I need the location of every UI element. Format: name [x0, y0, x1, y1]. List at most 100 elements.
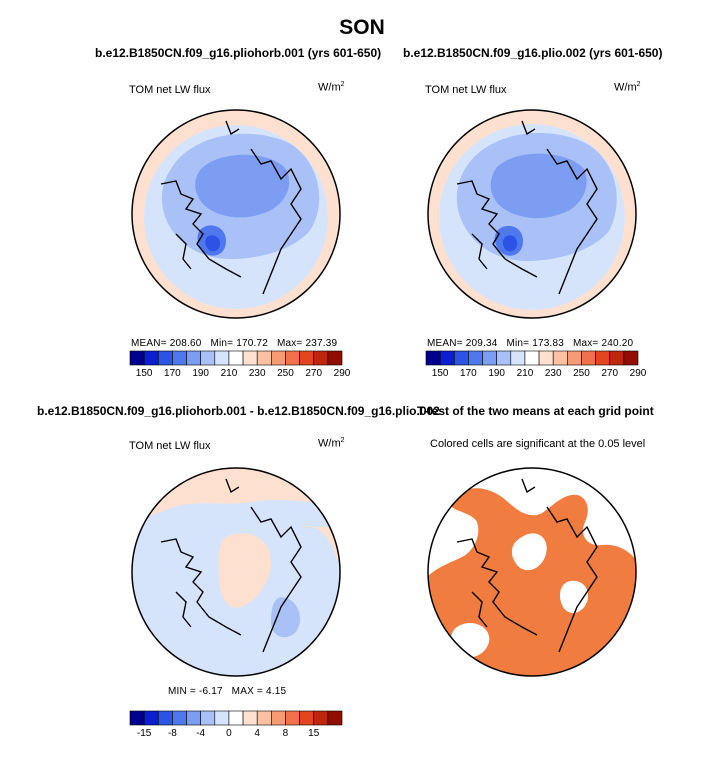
colorbar-cell — [623, 350, 639, 366]
colorbar-tick-label: 270 — [601, 368, 619, 379]
panel1-units-exponent: 2 — [340, 81, 345, 88]
panel1-colorbar-ticks: 150 170 190 210 230 250 270 290 — [0, 368, 723, 380]
colorbar-tick-label: 170 — [460, 368, 477, 379]
colorbar-tick-label: 250 — [573, 368, 590, 379]
panel1-mean-label: MEAN= — [131, 338, 167, 349]
colorbar-tick-label: 170 — [164, 368, 181, 379]
panel2-mean-label: MEAN= — [427, 338, 463, 349]
colorbar-tick-label: 210 — [220, 368, 238, 379]
colorbar-tick-label: 190 — [488, 368, 505, 379]
panel2-stats: MEAN= 209.34 Min= 173.83 Max= 240.20 — [427, 338, 633, 349]
panel3-units-label: W/m2 — [318, 437, 345, 450]
panel3-title: b.e12.B1850CN.f09_g16.pliohorb.001 - b.e… — [37, 404, 440, 418]
panel1-units-base: W/m — [318, 81, 341, 94]
colorbar-cell — [172, 710, 187, 726]
colorbar-cell — [214, 350, 230, 366]
colorbar-tick-label: 230 — [248, 368, 266, 379]
panel1-max-value: 237.39 — [305, 338, 338, 349]
colorbar-cell — [313, 710, 329, 726]
map-outline — [427, 467, 637, 677]
colorbar-tick-label: 210 — [516, 368, 534, 379]
panel3-units-base: W/m — [318, 437, 341, 450]
colorbar-tick-label: 290 — [629, 368, 647, 379]
colorbar-cell — [285, 710, 300, 726]
colorbar-cell — [256, 350, 272, 366]
panel1-min-value: 170.72 — [236, 338, 268, 349]
colorbar-cell — [299, 350, 315, 366]
colorbar-cell — [129, 350, 145, 366]
panel1-max-label: Max= — [276, 338, 303, 349]
colorbar-cell — [482, 350, 497, 366]
colorbar-cell — [228, 350, 244, 366]
panel2-colorbar — [425, 350, 639, 366]
colorbar-cell — [468, 350, 483, 366]
map-coastline — [456, 120, 598, 295]
map-band-lowest — [205, 235, 221, 252]
colorbar-cell — [581, 350, 596, 366]
panel3-min-label: MIN = — [168, 686, 196, 697]
colorbar-tick-label: 230 — [544, 368, 562, 379]
colorbar-cell — [285, 350, 300, 366]
map-band-170 — [195, 154, 290, 218]
panel2-units-exponent: 2 — [636, 81, 641, 88]
colorbar-tick-label: 270 — [305, 368, 323, 379]
colorbar-tick-label: 0 — [226, 728, 232, 739]
colorbar-cell — [496, 350, 512, 366]
colorbar-tick-label: 250 — [277, 368, 294, 379]
non-signif-hole-3 — [559, 580, 589, 613]
colorbar-cell — [186, 350, 201, 366]
colorbar-cell — [271, 350, 286, 366]
panel4-title: T-test of the two means at each grid poi… — [417, 404, 654, 418]
colorbar-cell — [327, 710, 343, 726]
map-coastline — [456, 478, 598, 653]
colorbar-cell — [609, 350, 625, 366]
panel3-min-value: -6.17 — [198, 686, 223, 697]
panel2-max-label: Max= — [572, 338, 599, 349]
colorbar-tick-label: -15 — [136, 728, 152, 739]
panel2-map — [427, 109, 637, 319]
panel3-stats: MIN = -6.17 MAX = 4.15 — [168, 686, 286, 697]
colorbar-tick-label: -4 — [196, 728, 206, 739]
colorbar-cell — [200, 350, 216, 366]
panel1-map — [131, 109, 341, 319]
colorbar-tick-label: 290 — [333, 368, 351, 379]
panel2-max-value: 240.20 — [601, 338, 634, 349]
map-coastline — [160, 478, 302, 653]
map-positive-right — [301, 526, 340, 567]
panel2-min-label: Min= — [506, 338, 530, 349]
map-outline — [131, 467, 341, 677]
colorbar-cell — [129, 710, 145, 726]
panel1-stats: MEAN= 208.60 Min= 170.72 Max= 237.39 — [131, 338, 337, 349]
colorbar-cell — [552, 350, 568, 366]
panel4-map — [427, 467, 637, 677]
panel4-subtitle: Colored cells are significant at the 0.0… — [430, 438, 646, 450]
colorbar-cell — [214, 710, 230, 726]
colorbar-tick-label: 190 — [192, 368, 209, 379]
colorbar-cell — [143, 710, 159, 726]
panel2-units-base: W/m — [614, 81, 637, 94]
page-title: SON — [339, 16, 385, 39]
panel2-units-label: W/m2 — [614, 81, 641, 94]
panel2-mean-value: 209.34 — [465, 338, 498, 349]
colorbar-cell — [228, 710, 244, 726]
colorbar-cell — [313, 350, 329, 366]
colorbar-cell — [256, 710, 272, 726]
panel2-variable-label: TOM net LW flux — [425, 84, 507, 96]
map-band-170 — [490, 153, 587, 219]
map-coastline — [160, 120, 302, 295]
panel2-title: b.e12.B1850CN.f09_g16.plio.002 (yrs 601-… — [403, 46, 663, 60]
panel1-min-label: Min= — [210, 338, 234, 349]
panel1-colorbar — [129, 350, 343, 366]
panel3-colorbar — [129, 710, 343, 726]
colorbar-cell — [172, 350, 187, 366]
colorbar-cell — [567, 350, 582, 366]
colorbar-tick-label: -8 — [167, 728, 177, 739]
map-negative-patch — [271, 597, 301, 638]
map-band-lowest — [502, 235, 518, 252]
colorbar-tick-label: 8 — [282, 728, 289, 739]
colorbar-cell — [242, 350, 258, 366]
panel2-min-value: 173.83 — [532, 338, 564, 349]
colorbar-cell — [327, 350, 343, 366]
panel3-max-value: 4.15 — [265, 686, 287, 697]
map-outline — [131, 109, 341, 319]
